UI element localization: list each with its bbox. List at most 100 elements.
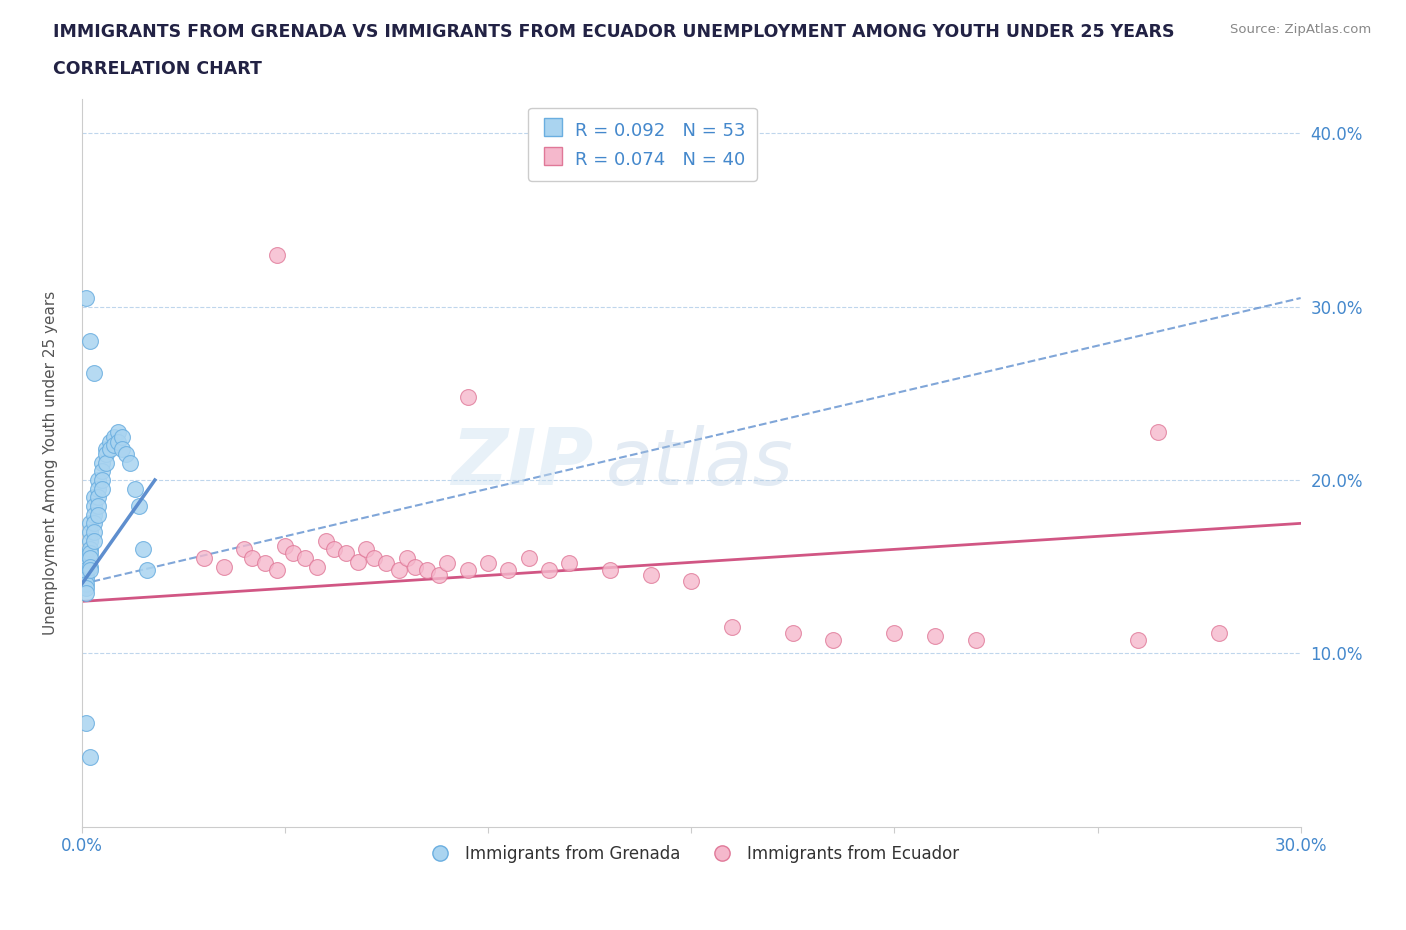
Point — [79, 563, 101, 578]
Point — [79, 334, 101, 349]
Point — [477, 556, 499, 571]
Point — [75, 290, 97, 305]
Point — [75, 571, 97, 586]
Point — [91, 481, 114, 496]
Point — [253, 556, 276, 571]
Point — [427, 568, 450, 583]
Point — [79, 516, 101, 531]
Point — [98, 434, 121, 449]
Point — [233, 542, 256, 557]
Point — [79, 750, 101, 764]
Point — [103, 430, 125, 445]
Point — [457, 390, 479, 405]
Point — [75, 568, 97, 583]
Legend: Immigrants from Grenada, Immigrants from Ecuador: Immigrants from Grenada, Immigrants from… — [416, 838, 966, 870]
Point — [883, 625, 905, 640]
Point — [87, 490, 110, 505]
Point — [721, 620, 744, 635]
Point — [94, 456, 117, 471]
Point — [87, 498, 110, 513]
Point — [242, 551, 264, 565]
Point — [965, 632, 987, 647]
Point — [111, 430, 134, 445]
Point — [395, 551, 418, 565]
Point — [87, 507, 110, 522]
Point — [640, 568, 662, 583]
Point — [75, 563, 97, 578]
Point — [457, 563, 479, 578]
Point — [193, 551, 215, 565]
Point — [107, 434, 129, 449]
Point — [75, 580, 97, 595]
Point — [79, 551, 101, 565]
Point — [498, 563, 520, 578]
Point — [681, 573, 703, 588]
Point — [75, 551, 97, 565]
Point — [347, 554, 370, 569]
Point — [266, 247, 288, 262]
Text: CORRELATION CHART: CORRELATION CHART — [53, 60, 263, 78]
Point — [79, 525, 101, 539]
Point — [120, 456, 142, 471]
Point — [404, 559, 426, 574]
Point — [354, 542, 377, 557]
Point — [599, 563, 621, 578]
Point — [1126, 632, 1149, 647]
Point — [131, 542, 153, 557]
Point — [294, 551, 316, 565]
Point — [103, 438, 125, 453]
Point — [91, 464, 114, 479]
Point — [266, 563, 288, 578]
Point — [823, 632, 845, 647]
Point — [274, 538, 297, 553]
Point — [83, 533, 105, 548]
Point — [87, 481, 110, 496]
Point — [79, 542, 101, 557]
Point — [281, 545, 304, 560]
Point — [124, 481, 146, 496]
Text: ZIP: ZIP — [451, 425, 593, 500]
Point — [375, 556, 398, 571]
Point — [1147, 424, 1170, 439]
Point — [75, 559, 97, 574]
Point — [94, 446, 117, 461]
Text: Source: ZipAtlas.com: Source: ZipAtlas.com — [1230, 23, 1371, 36]
Point — [75, 715, 97, 730]
Point — [363, 551, 385, 565]
Point — [83, 525, 105, 539]
Point — [782, 625, 804, 640]
Point — [436, 556, 458, 571]
Point — [388, 563, 411, 578]
Point — [75, 585, 97, 600]
Point — [75, 577, 97, 591]
Point — [79, 533, 101, 548]
Point — [115, 446, 138, 461]
Point — [315, 533, 337, 548]
Point — [111, 442, 134, 457]
Point — [83, 498, 105, 513]
Point — [322, 542, 344, 557]
Point — [83, 516, 105, 531]
Point — [79, 545, 101, 560]
Point — [924, 629, 946, 644]
Point — [307, 559, 329, 574]
Point — [94, 442, 117, 457]
Point — [107, 424, 129, 439]
Text: IMMIGRANTS FROM GRENADA VS IMMIGRANTS FROM ECUADOR UNEMPLOYMENT AMONG YOUTH UNDE: IMMIGRANTS FROM GRENADA VS IMMIGRANTS FR… — [53, 23, 1175, 41]
Point — [1208, 625, 1230, 640]
Point — [135, 563, 157, 578]
Point — [335, 545, 357, 560]
Point — [79, 559, 101, 574]
Point — [212, 559, 235, 574]
Point — [558, 556, 581, 571]
Point — [83, 365, 105, 380]
Point — [91, 456, 114, 471]
Point — [416, 563, 439, 578]
Point — [128, 498, 150, 513]
Point — [87, 472, 110, 487]
Point — [83, 490, 105, 505]
Text: atlas: atlas — [606, 425, 794, 500]
Point — [537, 563, 560, 578]
Y-axis label: Unemployment Among Youth under 25 years: Unemployment Among Youth under 25 years — [44, 290, 58, 635]
Point — [517, 551, 540, 565]
